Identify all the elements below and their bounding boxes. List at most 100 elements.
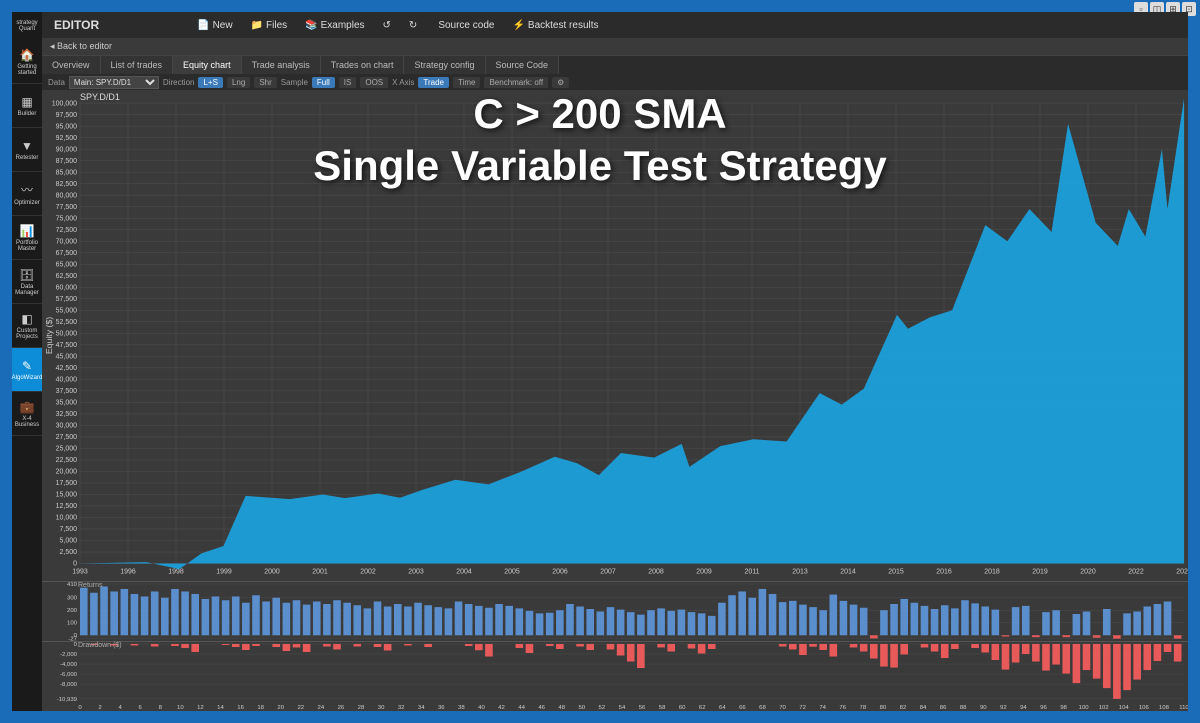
- svg-text:68: 68: [759, 705, 766, 711]
- svg-text:200: 200: [67, 608, 78, 614]
- sidebar-item-builder[interactable]: ▦Builder: [12, 84, 42, 128]
- direction-shr[interactable]: Shr: [254, 77, 276, 88]
- svg-text:88: 88: [960, 705, 967, 711]
- topbar-backtest-results[interactable]: ⚡Backtest results: [512, 20, 598, 31]
- sidebar-item-data-manager[interactable]: 🗄Data Manager: [12, 260, 42, 304]
- svg-text:10,000: 10,000: [56, 512, 77, 521]
- benchmark-toggle[interactable]: Benchmark: off: [484, 77, 548, 88]
- svg-text:46: 46: [538, 705, 545, 711]
- svg-text:75,000: 75,000: [56, 213, 77, 222]
- sidebar-item-retester[interactable]: ▼Retester: [12, 128, 42, 172]
- svg-text:90: 90: [980, 705, 987, 711]
- sidebar-item-optimizer[interactable]: 〰Optimizer: [12, 172, 42, 216]
- svg-text:2013: 2013: [792, 566, 808, 575]
- sidebar-item-portfolio-master[interactable]: 📊Portfolio Master: [12, 216, 42, 260]
- svg-text:2003: 2003: [408, 566, 424, 575]
- svg-text:108: 108: [1159, 705, 1170, 711]
- svg-text:30,000: 30,000: [56, 420, 77, 429]
- svg-text:2005: 2005: [504, 566, 520, 575]
- tab-list-of-trades[interactable]: List of trades: [101, 56, 174, 74]
- xaxis-time[interactable]: Time: [453, 77, 480, 88]
- svg-text:57,500: 57,500: [56, 294, 77, 303]
- direction-lng[interactable]: Lng: [227, 77, 250, 88]
- svg-text:16: 16: [237, 705, 244, 711]
- svg-text:45,000: 45,000: [56, 351, 77, 360]
- gear-icon[interactable]: ⚙: [552, 77, 569, 88]
- topbar-files[interactable]: 📁Files: [251, 20, 288, 31]
- svg-text:2007: 2007: [600, 566, 616, 575]
- svg-text:97,500: 97,500: [56, 109, 77, 118]
- svg-text:60,000: 60,000: [56, 282, 77, 291]
- data-select[interactable]: Main: SPY.D/D1: [69, 76, 159, 89]
- svg-text:7,500: 7,500: [60, 524, 77, 533]
- svg-text:12: 12: [197, 705, 204, 711]
- svg-text:47,500: 47,500: [56, 340, 77, 349]
- svg-text:50,000: 50,000: [56, 328, 77, 337]
- svg-text:22: 22: [297, 705, 304, 711]
- back-button[interactable]: ◂ Back to editor: [50, 41, 112, 52]
- topbar-examples[interactable]: 📚Examples: [305, 20, 364, 31]
- sample-oos[interactable]: OOS: [360, 77, 388, 88]
- svg-text:-6,000: -6,000: [60, 672, 78, 678]
- svg-text:36: 36: [438, 705, 445, 711]
- svg-text:410: 410: [67, 582, 78, 588]
- svg-text:1996: 1996: [120, 566, 136, 575]
- topbar--[interactable]: ↻: [409, 20, 417, 31]
- svg-text:2008: 2008: [648, 566, 664, 575]
- svg-text:60: 60: [679, 705, 686, 711]
- chart-title: SPY.D/D1: [80, 92, 120, 102]
- svg-text:2018: 2018: [984, 566, 1000, 575]
- svg-text:84: 84: [920, 705, 927, 711]
- svg-text:-10,939: -10,939: [57, 697, 78, 703]
- svg-text:24: 24: [318, 705, 325, 711]
- svg-text:20,000: 20,000: [56, 466, 77, 475]
- sidebar-item-x-4-business[interactable]: 💼X-4 Business: [12, 392, 42, 436]
- tab-equity-chart[interactable]: Equity chart: [173, 56, 242, 74]
- svg-text:72: 72: [799, 705, 806, 711]
- sidebar-item-custom-projects[interactable]: ◧Custom Projects: [12, 304, 42, 348]
- svg-text:94: 94: [1020, 705, 1027, 711]
- svg-text:100: 100: [1079, 705, 1090, 711]
- svg-text:2014: 2014: [840, 566, 856, 575]
- svg-text:28: 28: [358, 705, 365, 711]
- svg-text:70,000: 70,000: [56, 236, 77, 245]
- tab-trade-analysis[interactable]: Trade analysis: [242, 56, 321, 74]
- editor-title: EDITOR: [54, 18, 99, 32]
- svg-text:2020: 2020: [1080, 566, 1096, 575]
- svg-text:80,000: 80,000: [56, 190, 77, 199]
- tab-trades-on-chart[interactable]: Trades on chart: [321, 56, 405, 74]
- svg-text:26: 26: [338, 705, 345, 711]
- svg-text:2,500: 2,500: [60, 547, 77, 556]
- svg-text:87,500: 87,500: [56, 156, 77, 165]
- topbar--[interactable]: ↺: [383, 20, 391, 31]
- svg-text:42,500: 42,500: [56, 363, 77, 372]
- svg-text:18: 18: [257, 705, 264, 711]
- topbar-source-code[interactable]: Source code: [435, 20, 494, 31]
- tab-overview[interactable]: Overview: [42, 56, 101, 74]
- tab-source-code[interactable]: Source Code: [486, 56, 560, 74]
- sample-is[interactable]: IS: [339, 77, 357, 88]
- svg-text:14: 14: [217, 705, 224, 711]
- svg-text:56: 56: [639, 705, 646, 711]
- direction-l+s[interactable]: L+S: [198, 77, 222, 88]
- sample-full[interactable]: Full: [312, 77, 335, 88]
- svg-text:35,000: 35,000: [56, 397, 77, 406]
- svg-text:52,500: 52,500: [56, 317, 77, 326]
- xaxis-trade[interactable]: Trade: [418, 77, 449, 88]
- sidebar-item-getting-started[interactable]: 🏠Getting started: [12, 40, 42, 84]
- svg-text:106: 106: [1139, 705, 1150, 711]
- sidebar-item-algowizard[interactable]: ✎AlgoWizard: [12, 348, 42, 392]
- svg-text:98: 98: [1060, 705, 1067, 711]
- svg-text:2016: 2016: [936, 566, 952, 575]
- svg-text:102: 102: [1099, 705, 1109, 711]
- svg-text:5,000: 5,000: [60, 535, 77, 544]
- svg-text:38: 38: [458, 705, 465, 711]
- svg-text:2011: 2011: [744, 566, 759, 575]
- svg-text:32,500: 32,500: [56, 409, 77, 418]
- topbar-new[interactable]: 📄New: [197, 20, 232, 31]
- svg-text:100: 100: [67, 621, 78, 627]
- svg-text:92: 92: [1000, 705, 1007, 711]
- svg-text:86: 86: [940, 705, 947, 711]
- tab-strategy-config[interactable]: Strategy config: [404, 56, 485, 74]
- svg-text:74: 74: [819, 705, 826, 711]
